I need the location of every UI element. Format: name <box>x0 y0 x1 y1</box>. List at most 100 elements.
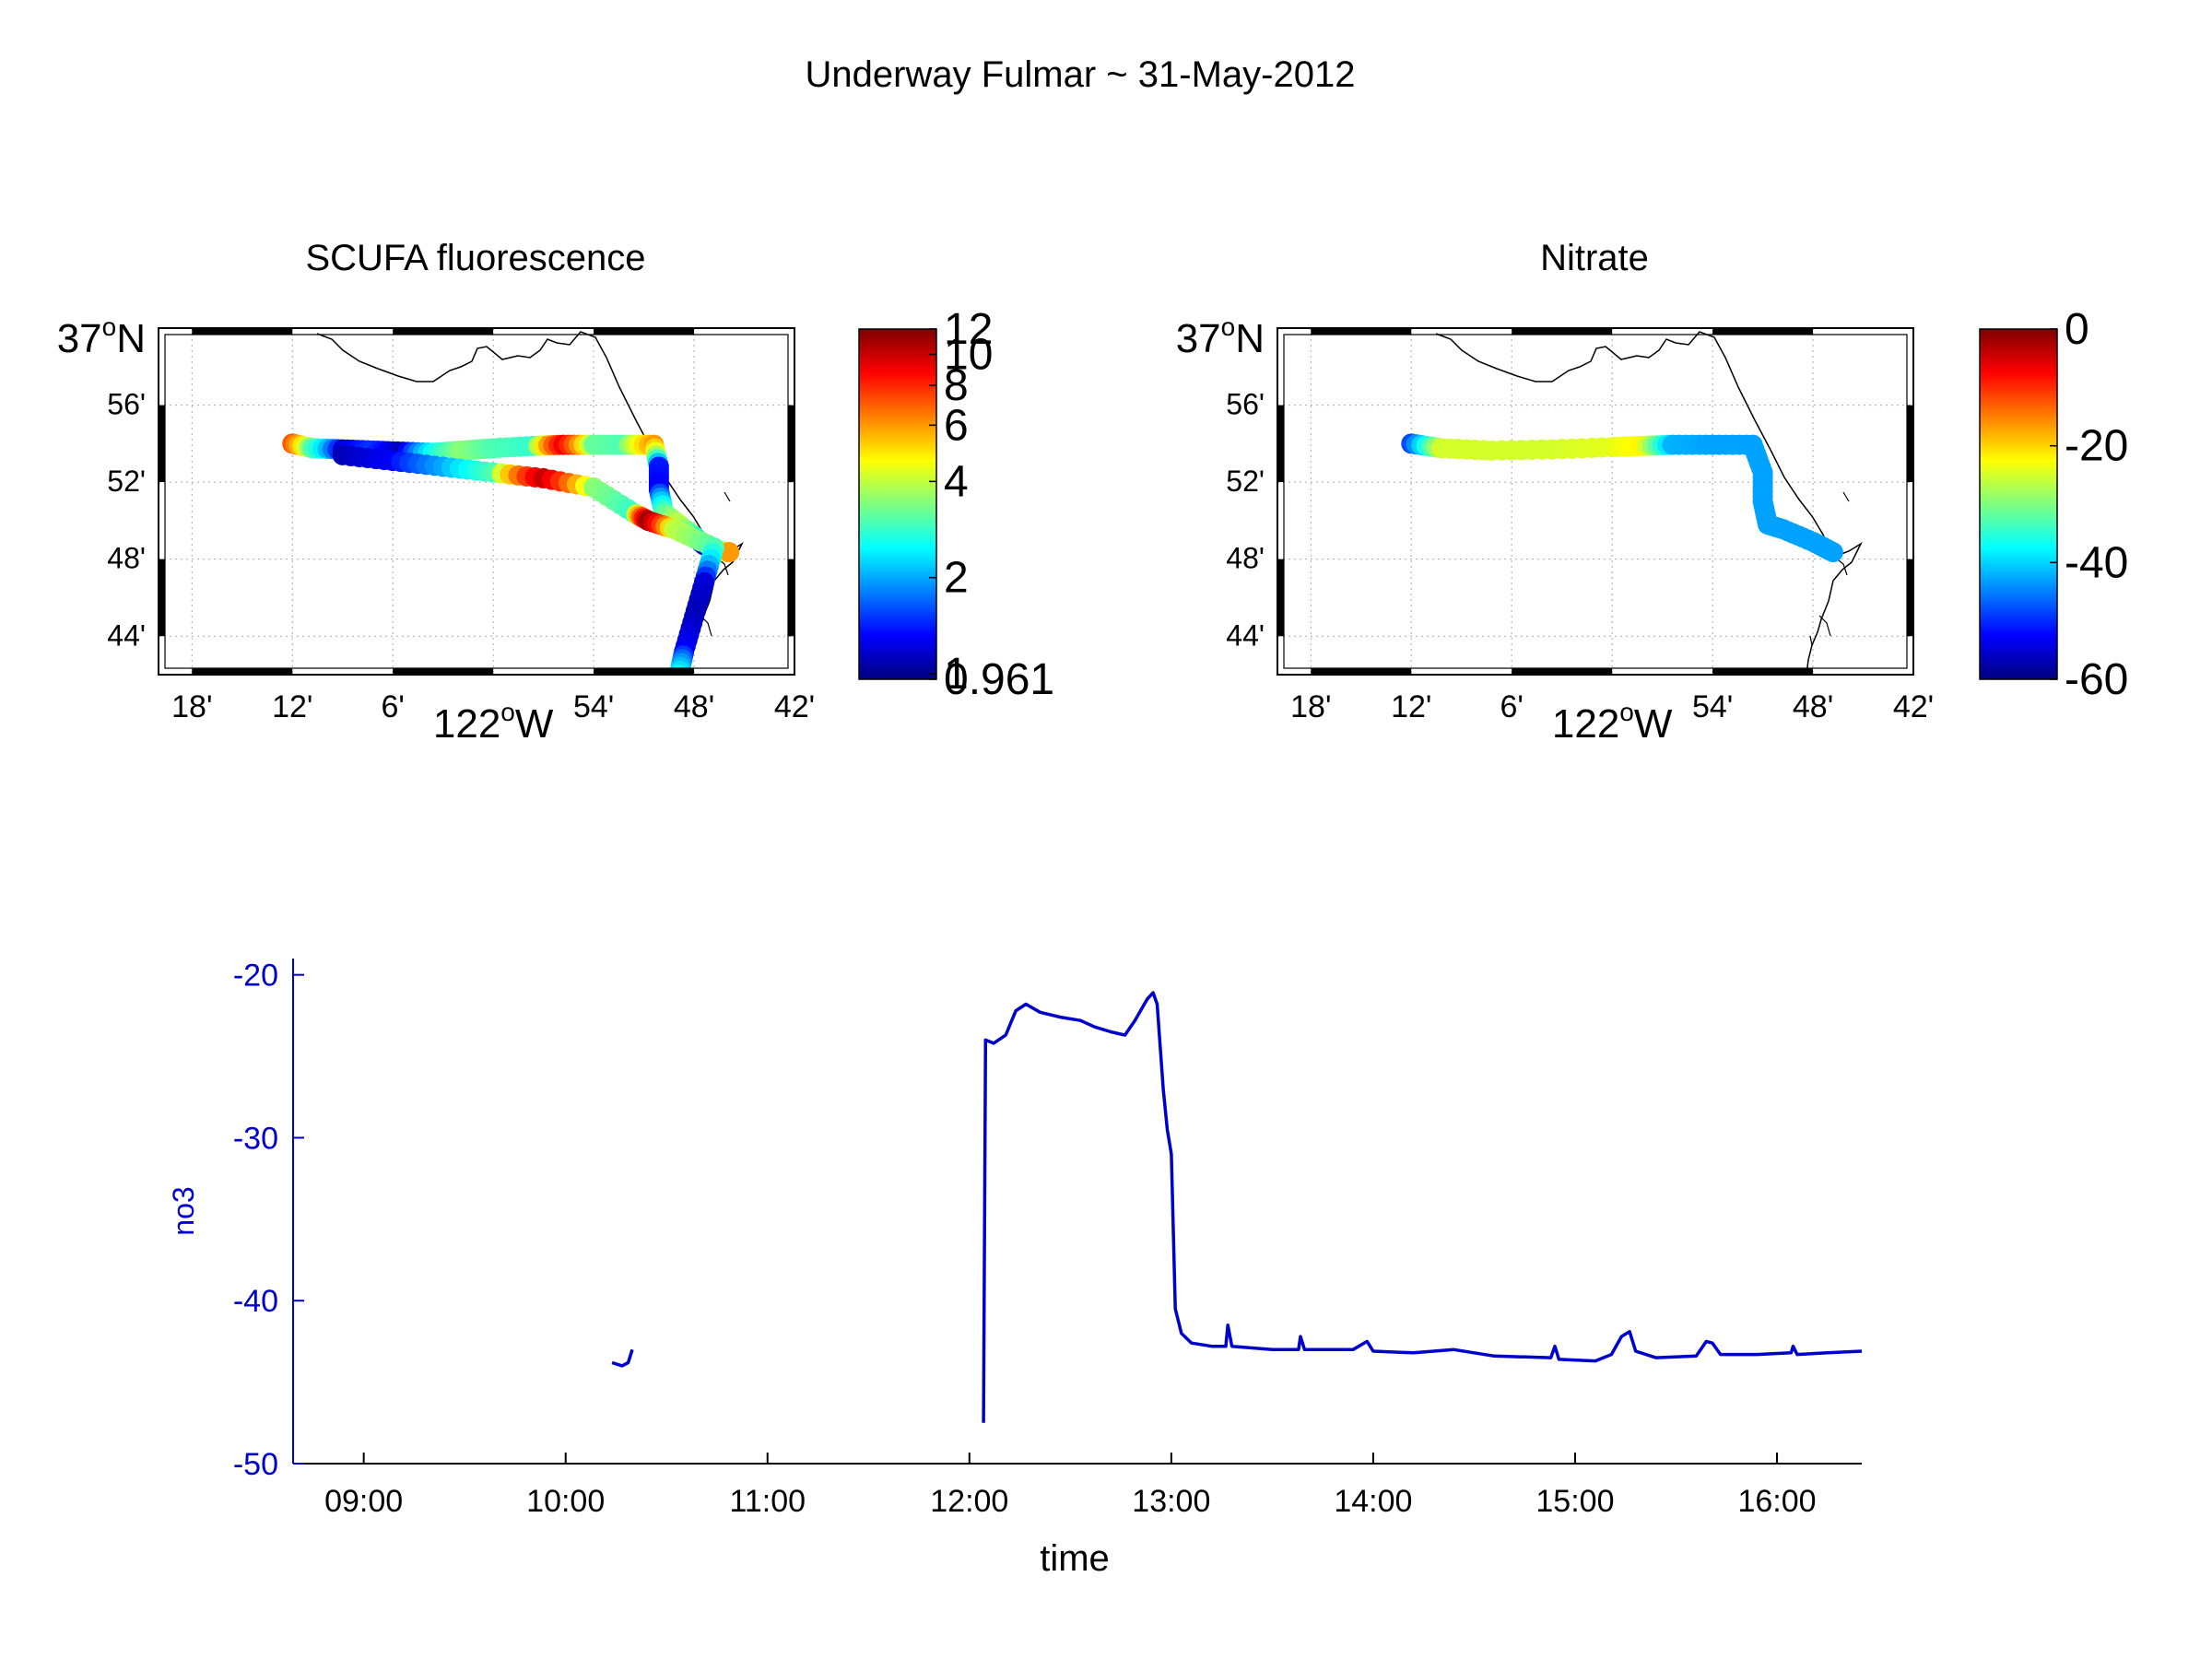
nitrate-frame-seg-8 <box>1277 405 1284 483</box>
ts-x-tick-label-4: 13:00 <box>1132 1484 1210 1519</box>
nitrate-y-top-label: 37oN <box>1176 312 1265 361</box>
ts-x-tick-label-6: 15:00 <box>1535 1484 1614 1519</box>
fluorescence-map-coastline <box>316 331 744 675</box>
fluor-frame-seg-6 <box>159 559 165 637</box>
fluor-y-top-label: 37oN <box>57 312 146 361</box>
nitrate-x-tick-label-2: 6' <box>1500 689 1523 724</box>
figure-title: Underway Fulmar ~ 31-May-2012 <box>806 54 1356 95</box>
fluor-colorbar-label-1: 10 <box>944 330 993 379</box>
fluor-colorbar-label-7: 0.961 <box>944 655 1054 704</box>
fluor-frame-seg-4 <box>594 328 695 335</box>
nitrate-frame-seg-4 <box>1712 328 1814 335</box>
fluor-x-tick-label-5: 42' <box>774 689 815 724</box>
fluor-x-tick-label-4: 48' <box>674 689 714 724</box>
nitrate-frame-seg-6 <box>1277 559 1284 637</box>
nitrate-x-tick-label-0: 18' <box>1290 689 1331 724</box>
ts-x-tick-label-3: 12:00 <box>930 1484 1008 1519</box>
fluorescence-track <box>282 433 740 675</box>
ts-x-tick-label-1: 10:00 <box>526 1484 605 1519</box>
fluor-frame-seg-0 <box>192 328 293 335</box>
nitrate-frame-seg-1 <box>1311 668 1412 675</box>
fluor-x-axis-label: 122oW <box>433 698 554 747</box>
nitrate-y-tick-label-1: 52' <box>1226 465 1265 498</box>
nitrate-colorbar-ticks: 0 -20 -40 -60 <box>2050 305 2128 704</box>
fluorescence-map-ticks: 18' 12' 6' 54' 48' 42' 122oW 56' 52' 48' 44' 37oN <box>57 312 815 747</box>
nitrate-frame-inner <box>1283 334 1908 669</box>
ts-y-tick-label-0: -20 <box>233 959 278 994</box>
nitrate-x-tick-label-3: 54' <box>1692 689 1733 724</box>
ts-x-tick-label-0: 09:00 <box>324 1484 403 1519</box>
nitrate-frame-outer <box>1277 327 1914 676</box>
nitrate-y-tick-label-3: 44' <box>1226 618 1265 652</box>
fluor-colorbar-label-2: 8 <box>944 361 969 410</box>
ts-ticks: 09:00 10:00 11:00 12:00 13:00 14:00 15:00 16:00… <box>233 959 1817 1519</box>
fluor-colorbar-label-5: 2 <box>944 554 969 603</box>
fluor-y-tick-label-2: 48' <box>107 542 146 575</box>
ts-series-segment-0-0 <box>611 1348 634 1368</box>
fluor-frame-seg-8 <box>159 405 165 483</box>
nitrate-frame-seg-5 <box>1712 668 1814 675</box>
fluor-frame-seg-7 <box>788 559 794 637</box>
fluor-colorbar-label-4: 4 <box>944 457 969 506</box>
fluor-frame-seg-2 <box>393 328 494 335</box>
ts-y-tick-label-1: -30 <box>233 1121 278 1156</box>
nitrate-map: Nitrate 18' 12' 6' 54' 48' 42' 122oW 56' 52' 48' 4… <box>1176 238 2129 747</box>
ts-series-no3 <box>611 991 1863 1423</box>
nitrate-map-inlet <box>1809 491 1850 646</box>
fluorescence-map-frame <box>158 327 795 676</box>
nitrate-track-point-84 <box>1822 542 1843 563</box>
nitrate-map-frame <box>1277 327 1914 676</box>
nitrate-x-axis-label: 122oW <box>1552 698 1673 747</box>
nitrate-y-tick-label-2: 48' <box>1226 542 1265 575</box>
fluor-colorbar-label-0: 12 <box>944 305 993 354</box>
nitrate-colorbar-label-0: 0 <box>2065 305 2089 354</box>
fluor-x-tick-label-3: 54' <box>573 689 614 724</box>
nitrate-map-coastline <box>1435 331 1863 675</box>
nitrate-map-grid <box>1277 328 1913 675</box>
fluor-frame-seg-5 <box>594 668 695 675</box>
fluorescence-map-grid <box>159 328 794 675</box>
nitrate-colorbar-label-3: -60 <box>2065 655 2128 704</box>
nitrate-timeseries: 09:00 10:00 11:00 12:00 13:00 14:00 15:00 16:00… <box>167 959 1863 1579</box>
nitrate-frame-seg-9 <box>1907 405 1913 483</box>
ts-y-tick-label-2: -40 <box>233 1284 278 1319</box>
ts-x-tick-label-5: 14:00 <box>1334 1484 1412 1519</box>
nitrate-colorbar-label-2: -40 <box>2065 538 2128 587</box>
fluor-colorbar-label-6: 1 <box>944 650 969 699</box>
ts-x-label: time <box>1040 1538 1110 1579</box>
fluorescence-colorbar <box>858 328 937 680</box>
nitrate-colorbar <box>1979 328 2058 680</box>
ts-series-segment-0-1 <box>982 991 1863 1423</box>
fluorescence-map-title: SCUFA fluorescence <box>305 238 645 278</box>
fluorescence-map-inlet <box>690 491 731 646</box>
ts-y-tick-label-3: -50 <box>233 1447 278 1482</box>
fluor-frame-seg-9 <box>788 405 794 483</box>
fluor-y-tick-label-3: 44' <box>107 618 146 652</box>
fluor-y-tick-label-1: 52' <box>107 465 146 498</box>
fluor-frame-seg-3 <box>393 668 494 675</box>
nitrate-x-tick-label-1: 12' <box>1391 689 1431 724</box>
nitrate-frame-seg-0 <box>1311 328 1412 335</box>
ts-y-label: no3 <box>167 1186 200 1235</box>
nitrate-y-tick-label-0: 56' <box>1226 388 1265 421</box>
nitrate-track <box>1401 433 1843 563</box>
fluor-frame-seg-1 <box>192 668 293 675</box>
fluor-x-tick-label-0: 18' <box>171 689 212 724</box>
ts-x-tick-label-7: 16:00 <box>1737 1484 1816 1519</box>
fluor-x-tick-label-2: 6' <box>381 689 404 724</box>
fluor-colorbar-label-3: 6 <box>944 401 969 450</box>
nitrate-map-ticks: 18' 12' 6' 54' 48' 42' 122oW 56' 52' 48' 44' 37oN <box>1176 312 1934 747</box>
fluor-y-tick-label-0: 56' <box>107 388 146 421</box>
nitrate-x-tick-label-4: 48' <box>1793 689 1833 724</box>
nitrate-frame-seg-2 <box>1512 328 1613 335</box>
nitrate-colorbar-label-1: -20 <box>2065 422 2128 471</box>
nitrate-map-title: Nitrate <box>1540 238 1649 278</box>
nitrate-frame-seg-7 <box>1907 559 1913 637</box>
ts-x-tick-label-2: 11:00 <box>729 1484 806 1519</box>
nitrate-frame-seg-3 <box>1512 668 1613 675</box>
fluor-x-tick-label-1: 12' <box>272 689 312 724</box>
fluorescence-map: SCUFA fluorescence 18' 12' 6' 54' 48' 42' 122o… <box>57 238 1054 747</box>
nitrate-x-tick-label-5: 42' <box>1893 689 1934 724</box>
